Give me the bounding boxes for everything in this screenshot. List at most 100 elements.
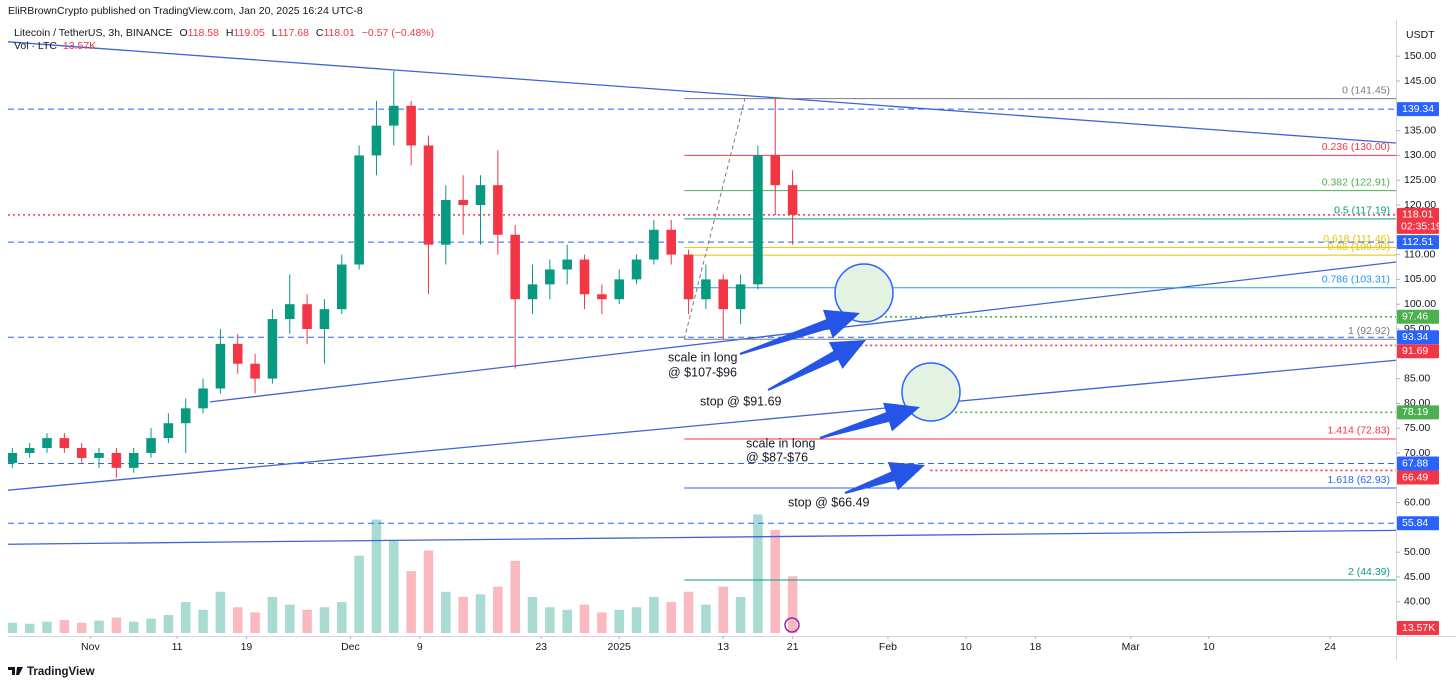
fib-label: 0.65 (109.90): [1328, 241, 1390, 253]
candle-body: [614, 279, 624, 300]
candle-body: [232, 343, 243, 364]
candle-body: [666, 229, 676, 255]
ohlc-key: L: [272, 27, 278, 39]
candle-body: [458, 200, 468, 205]
y-tick-label: 40.00: [1404, 596, 1430, 608]
annotation: @ $107-$96: [668, 365, 737, 379]
candle-body: [24, 448, 35, 453]
candle-body: [146, 438, 156, 453]
y-tick-label: 135.00: [1404, 124, 1436, 136]
currency: USDT: [1406, 29, 1435, 41]
candle-body: [579, 259, 590, 295]
candle-body: [94, 452, 104, 458]
x-tick-label: 10: [1203, 641, 1215, 653]
volume-bar: [76, 622, 87, 633]
ohlc-value: 119.05: [234, 27, 265, 39]
fib-label: 0.382 (122.91): [1322, 176, 1390, 188]
volume-bar: [94, 620, 104, 633]
volume-bar: [406, 571, 416, 633]
price-tag-label: 91.69: [1402, 345, 1428, 357]
volume-bar: [718, 586, 729, 633]
y-tick-label: 100.00: [1404, 298, 1436, 310]
annotation: scale in long: [668, 350, 738, 364]
volume-bar: [354, 555, 364, 633]
volume-bar: [649, 596, 659, 633]
volume-bar: [614, 609, 624, 633]
candle-body: [441, 200, 451, 245]
x-tick-label: Feb: [879, 641, 897, 653]
fib-label: 1.618 (62.93): [1328, 474, 1390, 486]
target-zone: [834, 263, 894, 323]
fib-anchor: [683, 98, 746, 340]
price-tag-label: 93.34: [1402, 331, 1428, 343]
volume-tag: [1397, 621, 1439, 635]
candle-body: [475, 185, 486, 205]
x-tick-label: 11: [172, 641, 183, 653]
candle-body: [423, 145, 434, 245]
x-tick-label: 9: [417, 641, 423, 653]
volume-line: Vol · LTC 13.57K: [14, 40, 96, 52]
volume-bar: [475, 594, 486, 633]
fib-label: 2 (44.39): [1348, 566, 1390, 578]
volume-bar: [787, 576, 798, 633]
fib-label: 0.786 (103.31): [1322, 274, 1390, 286]
y-tick-label: 130.00: [1404, 149, 1436, 161]
candle-body: [735, 284, 746, 310]
price-tag: [1397, 516, 1439, 531]
volume-bar: [735, 596, 746, 633]
price-tag-label: 67.88: [1402, 457, 1428, 469]
candle-body: [59, 438, 70, 449]
ohlc-key: H: [226, 27, 234, 39]
fib-label: 0.5 (117.19): [1334, 205, 1390, 217]
price-tag-label: 112.51: [1402, 236, 1433, 248]
volume-bar: [666, 602, 676, 633]
candle-body: [718, 279, 729, 310]
y-tick-label: 105.00: [1404, 273, 1436, 285]
ohlc-value: 118.58: [188, 27, 219, 39]
price-tag-label: 78.19: [1402, 406, 1428, 418]
candle-body: [770, 155, 781, 186]
volume-bar: [579, 604, 590, 633]
volume-bar: [163, 614, 174, 633]
candle-body: [76, 448, 87, 458]
brand-logo: [8, 667, 23, 675]
ohlc-value: 117.68: [278, 27, 309, 39]
y-tick-label: 120.00: [1404, 199, 1436, 211]
arrow: [767, 340, 866, 391]
x-tick-label: 21: [787, 641, 799, 653]
annotation: stop @ $66.49: [788, 495, 870, 509]
brand-name: TradingView: [27, 666, 95, 678]
x-tick-label: Mar: [1122, 641, 1141, 653]
volume-bar: [146, 618, 156, 633]
candle-body: [128, 452, 139, 468]
y-tick-label: 75.00: [1404, 422, 1430, 434]
annotation: stop @ $91.69: [700, 394, 782, 408]
candle-body: [250, 363, 260, 379]
candle-body: [649, 229, 659, 260]
x-tick-label: 2025: [608, 641, 632, 653]
countdown: 02:35:19: [1401, 221, 1442, 233]
candle-body: [267, 319, 278, 379]
y-tick-label: 125.00: [1404, 174, 1436, 186]
annotations: scale in long @ $107-$96 stop @ $91.69 s…: [668, 263, 961, 633]
volume-bar: [753, 514, 763, 633]
candle-body: [527, 284, 538, 300]
x-tick-label: 24: [1324, 641, 1336, 653]
y-tick-label: 85.00: [1404, 372, 1430, 384]
price-tag-label: 97.46: [1402, 311, 1428, 323]
y-tick-label: 145.00: [1404, 75, 1436, 87]
annotation: @ $87-$76: [746, 450, 808, 464]
price-tag-label: 118.01: [1402, 209, 1433, 221]
trendline: [8, 529, 1396, 545]
volume-bar: [631, 607, 642, 633]
trendline: [8, 359, 1396, 491]
volume-bar: [337, 602, 347, 633]
volume-bar: [267, 596, 278, 633]
y-tick-label: 45.00: [1404, 571, 1430, 583]
candle-body: [510, 234, 520, 300]
candle-body: [284, 304, 295, 320]
volume-bar: [770, 529, 781, 633]
arrow: [819, 402, 920, 439]
candle-body: [215, 343, 226, 389]
